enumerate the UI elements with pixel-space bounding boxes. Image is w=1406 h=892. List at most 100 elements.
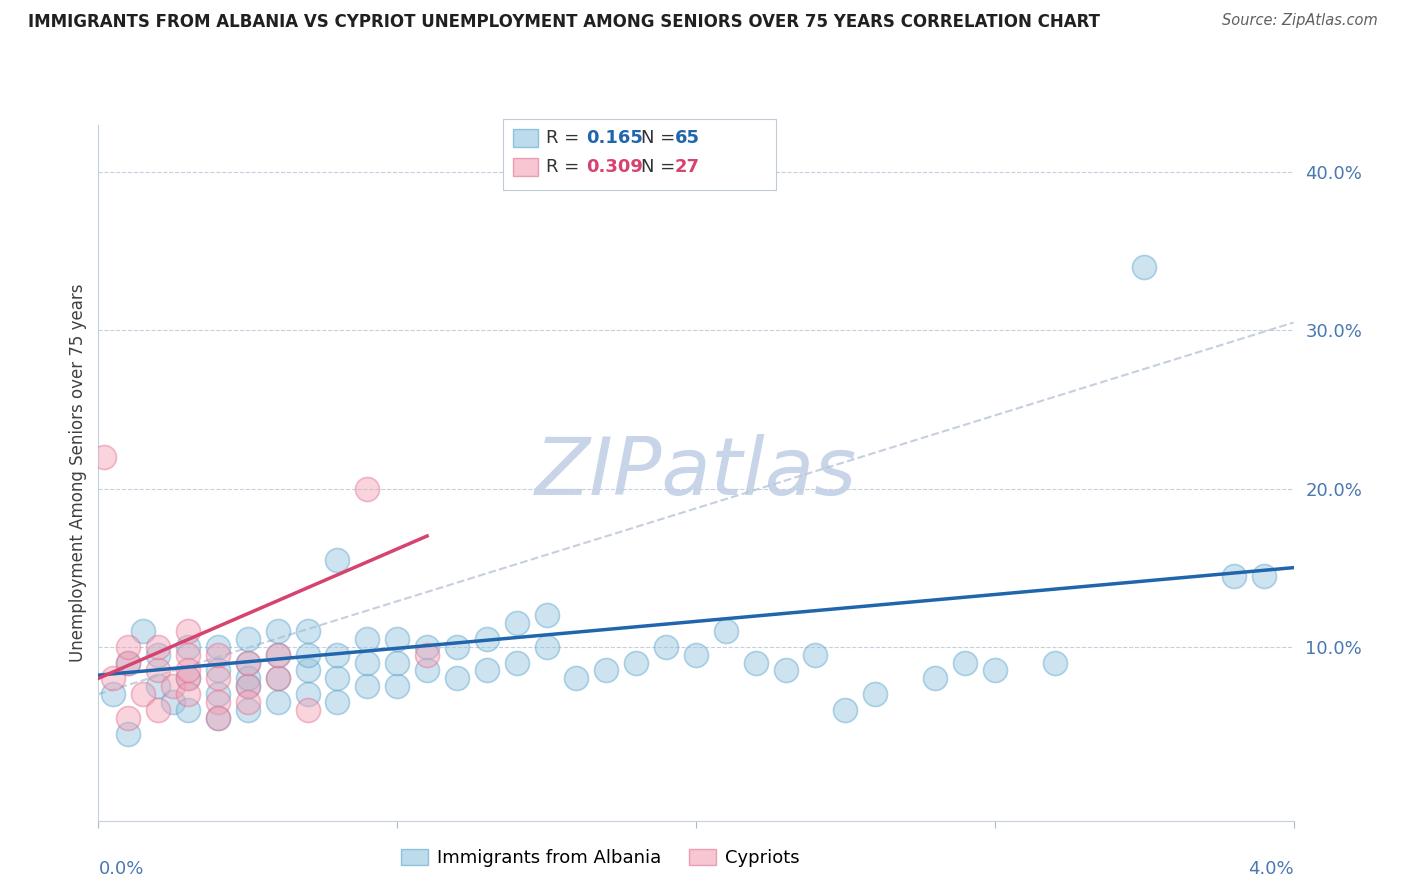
Point [297,664,319,678]
Text: IMMIGRANTS FROM ALBANIA VS CYPRIOT UNEMPLOYMENT AMONG SENIORS OVER 75 YEARS CORR: IMMIGRANTS FROM ALBANIA VS CYPRIOT UNEMP… [28,13,1099,31]
Point [1222,568,1246,582]
Point [326,695,349,709]
Point [385,679,409,693]
Point [1043,656,1066,670]
Point [924,671,946,685]
Point [775,664,797,678]
Text: R =: R = [546,158,585,176]
Point [236,656,259,670]
Point [655,640,678,654]
Point [132,624,155,638]
Point [267,671,290,685]
Point [207,671,229,685]
Point [93,450,115,464]
Y-axis label: Unemployment Among Seniors over 75 years: Unemployment Among Seniors over 75 years [69,284,87,662]
Point [177,687,200,701]
Point [148,703,170,717]
Point [117,711,139,725]
Point [177,648,200,662]
Point [745,656,768,670]
Point [416,664,439,678]
Point [207,648,229,662]
Point [685,648,707,662]
Point [177,671,200,685]
Point [236,656,259,670]
Text: 0.165: 0.165 [586,129,643,147]
Point [356,632,378,646]
Point [132,687,155,701]
Point [162,679,184,693]
Point [536,640,558,654]
Point [117,640,139,654]
Point [267,624,290,638]
Point [236,632,259,646]
Point [177,703,200,717]
Point [356,656,378,670]
Point [475,632,498,646]
Point [148,664,170,678]
Point [148,679,170,693]
Point [267,648,290,662]
Point [267,695,290,709]
Point [177,664,200,678]
Text: Source: ZipAtlas.com: Source: ZipAtlas.com [1222,13,1378,29]
Point [297,624,319,638]
Point [804,648,827,662]
Text: 4.0%: 4.0% [1249,860,1294,878]
Point [536,608,558,623]
Text: 0.0%: 0.0% [98,860,143,878]
Point [207,687,229,701]
Point [148,640,170,654]
Point [416,640,439,654]
Point [385,656,409,670]
Point [162,695,184,709]
Point [236,679,259,693]
Point [624,656,647,670]
Point [446,640,468,654]
Point [177,671,200,685]
Point [595,664,617,678]
Point [117,656,139,670]
Point [297,648,319,662]
Point [207,711,229,725]
Point [416,648,439,662]
Point [236,695,259,709]
Point [446,671,468,685]
Text: 65: 65 [675,129,700,147]
Point [236,703,259,717]
Point [267,648,290,662]
Text: N =: N = [641,129,681,147]
Point [326,552,349,567]
Point [1253,568,1275,582]
Point [1133,260,1156,275]
Text: 0.309: 0.309 [586,158,643,176]
Point [207,640,229,654]
Point [297,687,319,701]
Point [207,695,229,709]
Point [117,726,139,740]
Text: R =: R = [546,129,585,147]
Point [236,679,259,693]
Point [834,703,856,717]
Point [356,679,378,693]
Point [117,656,139,670]
Point [267,671,290,685]
Point [506,615,529,630]
Point [953,656,976,670]
Point [103,671,125,685]
Text: ZIPatlas: ZIPatlas [534,434,858,512]
Legend: Immigrants from Albania, Cypriots: Immigrants from Albania, Cypriots [394,841,807,874]
Point [297,703,319,717]
Point [326,671,349,685]
Point [475,664,498,678]
Point [177,624,200,638]
Point [177,640,200,654]
Point [148,648,170,662]
Point [207,711,229,725]
Text: 27: 27 [675,158,700,176]
Point [714,624,737,638]
Point [356,482,378,496]
Point [236,671,259,685]
Text: N =: N = [641,158,681,176]
Point [103,687,125,701]
